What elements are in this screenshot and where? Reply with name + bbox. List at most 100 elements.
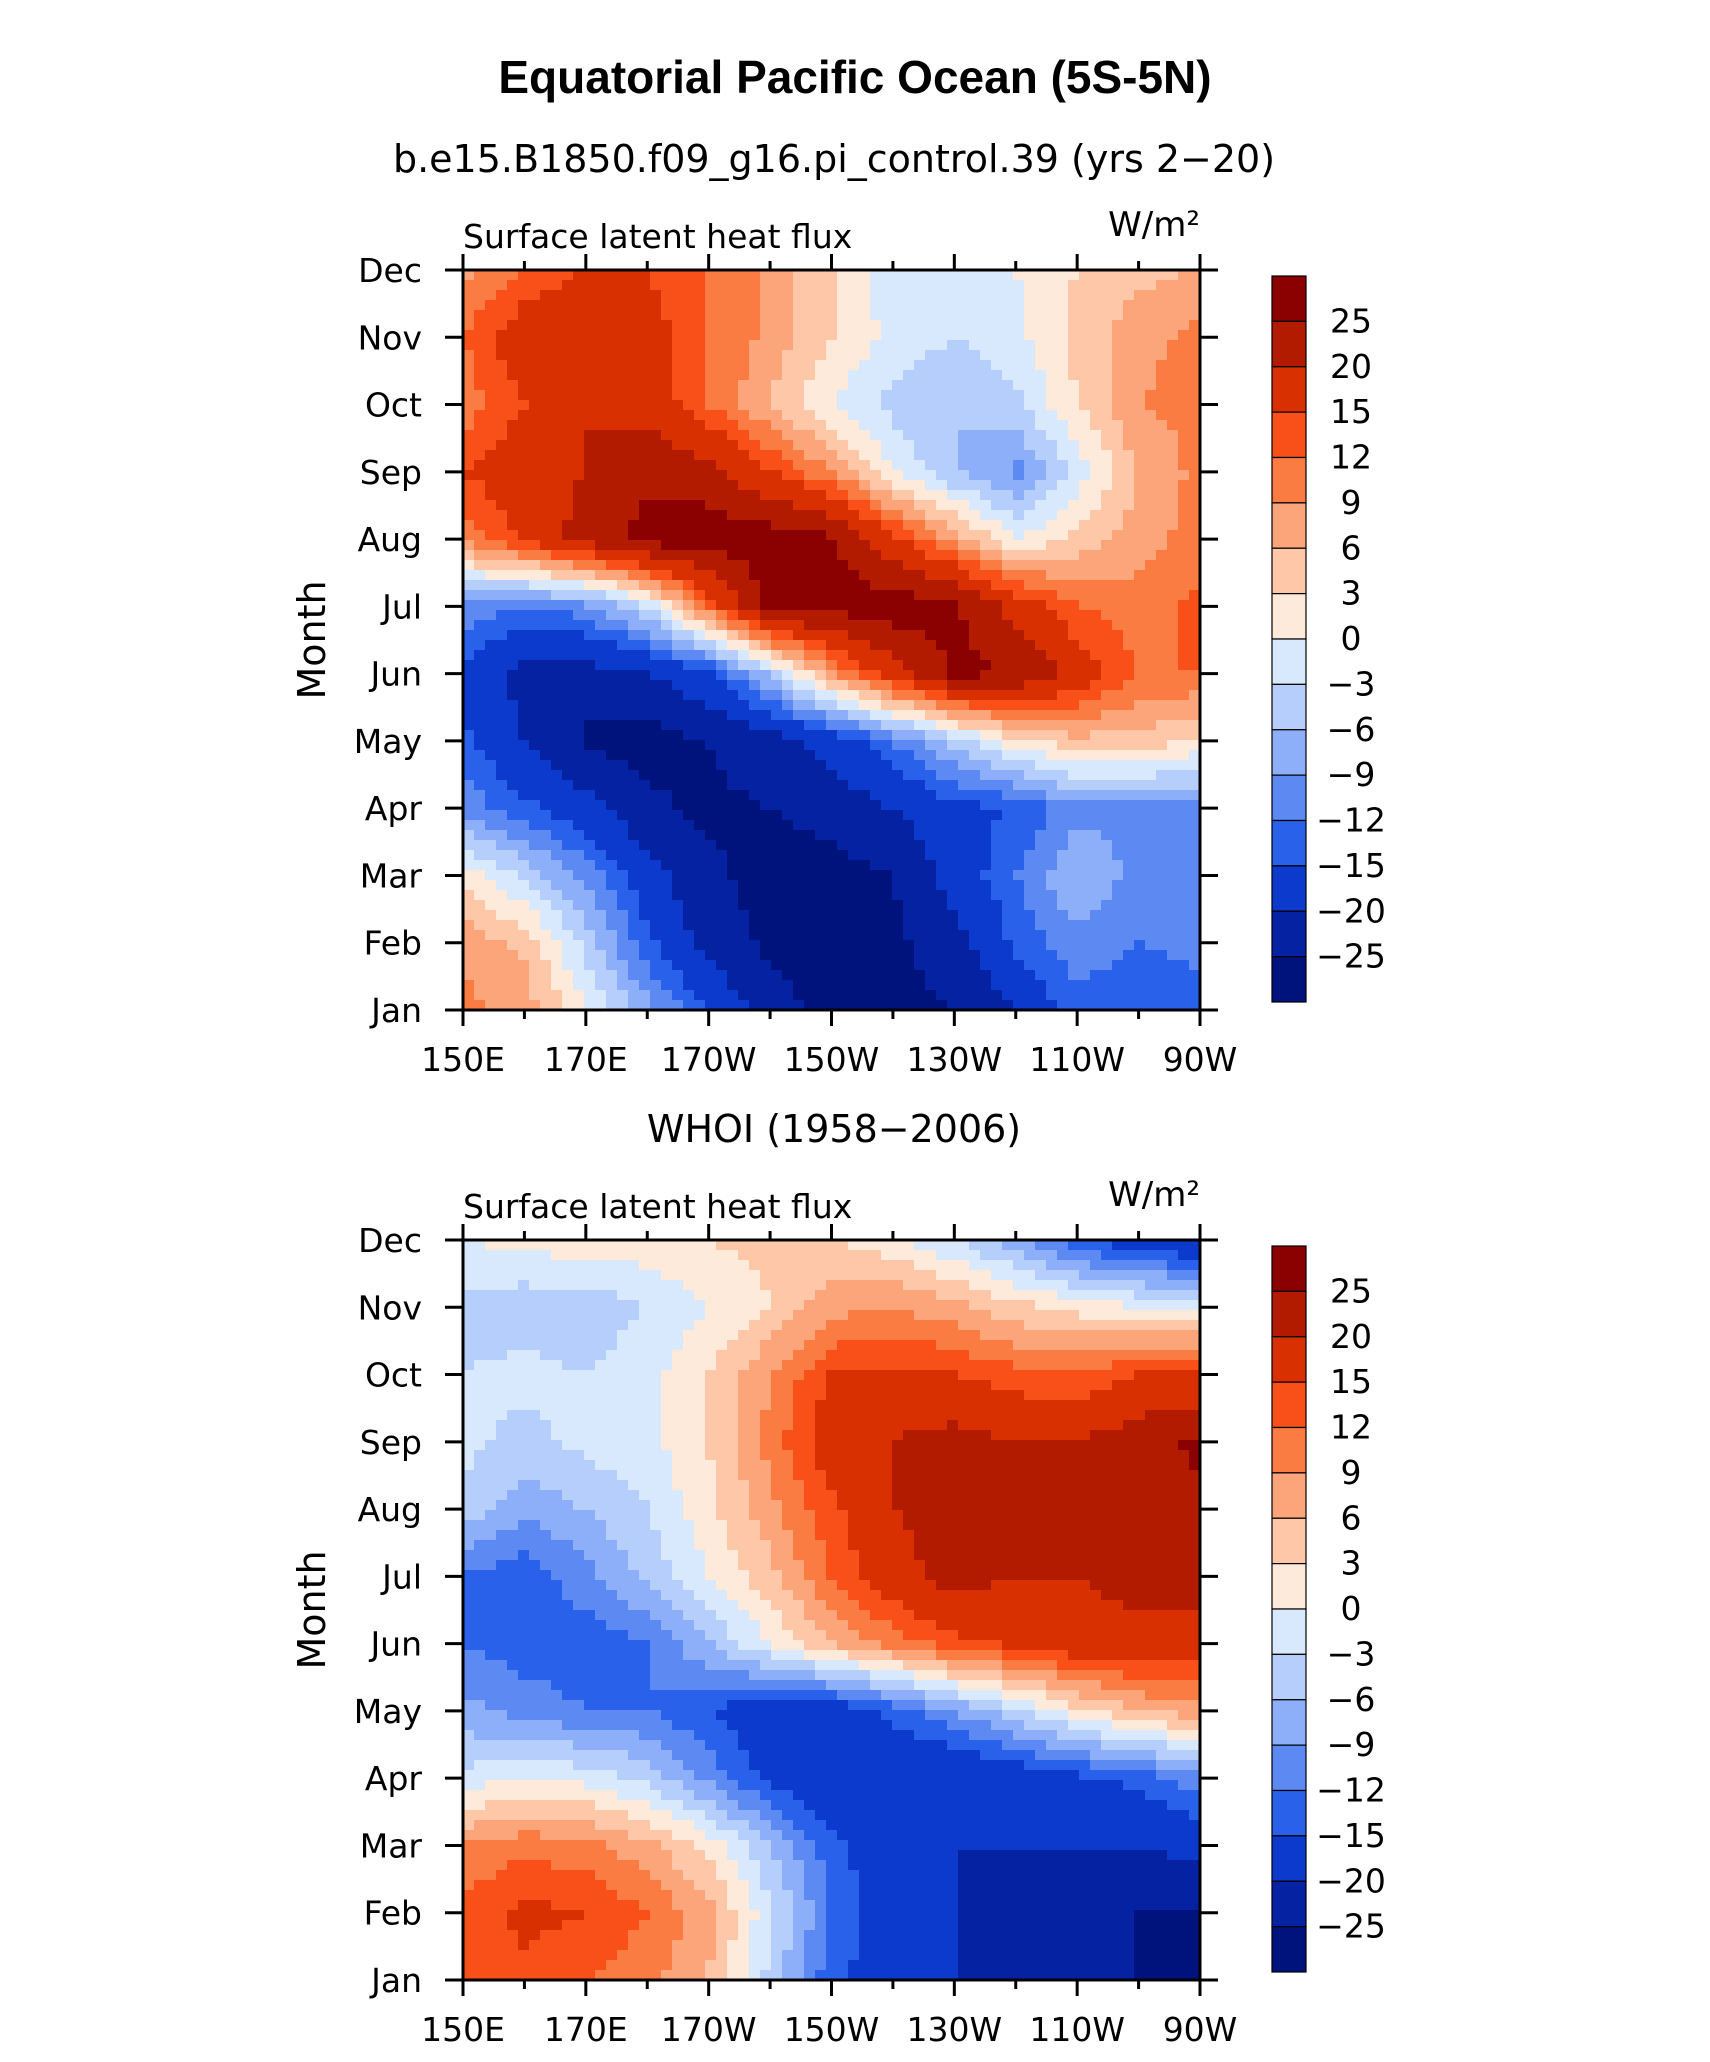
heatmap-cell [804,420,816,431]
heatmap-cell [771,580,783,591]
heatmap-cell [1035,860,1047,871]
heatmap-cell [661,360,673,371]
heatmap-cell [848,490,860,501]
heatmap-cell [1057,630,1069,641]
heatmap-cell [760,820,772,831]
heatmap-cell [903,630,915,641]
heatmap-cell [870,380,882,391]
heatmap-cell [991,560,1003,571]
heatmap-cell [518,910,530,921]
heatmap-cell [771,410,783,421]
heatmap-cell [815,760,827,771]
heatmap-cell [1068,760,1080,771]
heatmap-cell [738,970,750,981]
heatmap-cell [826,800,838,811]
heatmap-cell [925,770,937,781]
heatmap-cell [749,470,761,481]
heatmap-cell [1013,370,1025,381]
heatmap-cell [529,580,541,591]
heatmap-cell [705,450,717,461]
heatmap-cell [1156,440,1168,451]
heatmap-cell [1002,1000,1014,1011]
heatmap-cell [870,530,882,541]
heatmap-cell [1123,730,1135,741]
heatmap-cell [903,490,915,501]
heatmap-cell [650,410,662,421]
heatmap-cell [925,680,937,691]
heatmap-cell [848,410,860,421]
heatmap-cell [540,750,552,761]
heatmap-cell [903,780,915,791]
heatmap-cell [738,330,750,341]
heatmap-cell [848,610,860,621]
heatmap-cell [1145,700,1157,711]
heatmap-cell [1079,280,1091,291]
heatmap-cell [1189,970,1201,981]
heatmap-cell [1079,290,1091,301]
heatmap-cell [727,730,739,741]
heatmap-cell [925,930,937,941]
heatmap-cell [496,580,508,591]
heatmap-cell [991,440,1003,451]
heatmap-cell [1167,490,1179,501]
heatmap-cell [1079,390,1091,401]
heatmap-cell [463,700,475,711]
heatmap-cell [1123,570,1135,581]
heatmap-cell [903,390,915,401]
heatmap-cell [628,340,640,351]
heatmap-cell [738,880,750,891]
heatmap-cell [914,960,926,971]
heatmap-cell [683,800,695,811]
heatmap-cell [1167,860,1179,871]
heatmap-cell [1134,600,1146,611]
heatmap-cell [562,950,574,961]
heatmap-cell [1112,740,1124,751]
heatmap-cell [1013,720,1025,731]
heatmap-cell [562,870,574,881]
heatmap-cell [958,300,970,311]
heatmap-cell [727,370,739,381]
heatmap-cell [1134,360,1146,371]
heatmap-cell [815,840,827,851]
heatmap-cell [1057,520,1069,531]
heatmap-cell [925,280,937,291]
heatmap-cell [1189,680,1201,691]
heatmap-cell [1123,920,1135,931]
heatmap-cell [551,270,563,281]
heatmap-cell [760,930,772,941]
heatmap-cell [749,730,761,741]
heatmap-cell [661,630,673,641]
heatmap-cell [1167,630,1179,641]
heatmap-cell [727,760,739,771]
heatmap-cell [628,940,640,951]
heatmap-cell [1123,500,1135,511]
heatmap-cell [1035,390,1047,401]
heatmap-cell [463,300,475,311]
heatmap-cell [672,700,684,711]
heatmap-cell [551,880,563,891]
heatmap-cell [1189,620,1201,631]
heatmap-cell [815,440,827,451]
heatmap-cell [793,560,805,571]
heatmap-cell [760,320,772,331]
heatmap-cell [1002,840,1014,851]
heatmap-cell [1002,850,1014,861]
heatmap-cell [1156,560,1168,571]
heatmap-cell [606,910,618,921]
heatmap-cell [760,800,772,811]
heatmap-cell [925,720,937,731]
heatmap-cell [1101,710,1113,721]
heatmap-cell [562,440,574,451]
heatmap-cell [892,430,904,441]
heatmap-cell [793,440,805,451]
heatmap-cell [749,430,761,441]
heatmap-cell [1079,950,1091,961]
heatmap-cell [1189,280,1201,291]
heatmap-cell [782,780,794,791]
heatmap-cell [1068,440,1080,451]
heatmap-cell [1112,720,1124,731]
heatmap-cell [683,790,695,801]
heatmap-cell [661,330,673,341]
heatmap-cell [1024,920,1036,931]
heatmap-cell [694,430,706,441]
